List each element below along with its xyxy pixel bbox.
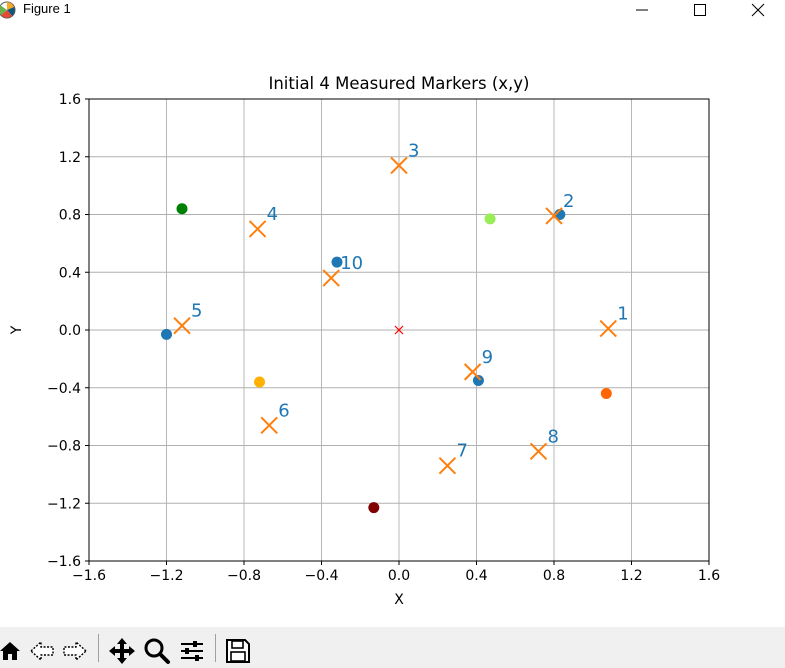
window-title: Figure 1: [23, 1, 71, 16]
marker-x: [173, 316, 191, 335]
marker-label: 8: [548, 426, 559, 447]
marker-x: [529, 442, 548, 460]
toolbar-separator: [98, 634, 99, 662]
x-tick-label: 0.4: [465, 568, 487, 584]
x-axis-label: X: [394, 592, 404, 608]
x-tick-label: −1.2: [150, 568, 184, 584]
marker-x: [463, 363, 482, 381]
marker-label: 7: [456, 441, 467, 462]
measured-dot: [254, 376, 265, 388]
navigation-toolbar: [0, 627, 785, 668]
y-tick-label: 0.8: [59, 208, 81, 224]
x-tick-label: 1.2: [620, 568, 642, 584]
marker-x: [260, 416, 278, 434]
zoom-button[interactable]: [143, 637, 171, 665]
marker-x: [390, 156, 408, 175]
marker-x: [248, 220, 267, 238]
close-icon: [751, 3, 765, 17]
configure-icon: [181, 641, 203, 661]
maximize-button[interactable]: [677, 0, 723, 20]
minimize-icon: [636, 9, 648, 11]
y-tick-label: −1.2: [47, 496, 81, 512]
close-button[interactable]: [735, 0, 781, 20]
marker-label: 6: [278, 400, 289, 421]
marker-label: 1: [617, 304, 628, 325]
forward-icon: [63, 640, 88, 662]
save-icon: [226, 639, 250, 663]
marker-label: 3: [408, 140, 419, 161]
window-titlebar: Figure 1: [0, 0, 785, 27]
x-tick-label: 1.6: [698, 568, 720, 584]
ticks: −1.6 −1.2 −0.8 −0.4 0.0 0.4 0.8 1.2 1.6 1.6 1.2 0.8…: [47, 92, 720, 584]
home-button[interactable]: [0, 637, 24, 665]
x-tick-label: −1.6: [72, 568, 106, 584]
x-tick-label: −0.8: [227, 568, 261, 584]
marker-label: 4: [267, 204, 278, 225]
home-icon: [0, 642, 20, 660]
marker-label: 5: [191, 301, 202, 322]
measured-dot: [600, 388, 612, 400]
markers: 1 2 3 4 5 6 7 8 9 10: [173, 140, 629, 475]
y-tick-label: 1.6: [59, 92, 81, 108]
back-button[interactable]: [28, 637, 56, 665]
origin-marker: [394, 325, 404, 335]
configure-button[interactable]: [178, 637, 206, 665]
measured-dot: [368, 502, 380, 514]
pan-button[interactable]: [108, 637, 136, 665]
marker-label: 10: [340, 253, 363, 274]
measured-dot: [176, 203, 188, 215]
marker-x: [322, 269, 340, 287]
save-button[interactable]: [224, 637, 252, 665]
x-tick-label: 0.8: [543, 568, 565, 584]
pan-icon: [109, 638, 135, 664]
y-tick-label: −1.6: [47, 554, 81, 570]
x-tick-label: 0.0: [388, 568, 410, 584]
x-tick-label: −0.4: [305, 568, 339, 584]
maximize-icon: [694, 4, 706, 16]
marker-label: 9: [482, 347, 493, 368]
marker-x: [599, 319, 617, 338]
measured-dot: [161, 328, 172, 340]
chart-title: Initial 4 Measured Markers (x,y): [268, 74, 529, 93]
back-icon: [29, 640, 54, 662]
marker-label: 2: [563, 191, 574, 212]
toolbar-separator: [215, 634, 216, 662]
matplotlib-logo-icon: [0, 1, 16, 19]
y-axis-label: Y: [9, 325, 25, 335]
y-tick-label: −0.8: [47, 439, 81, 455]
measured-dot: [331, 256, 343, 268]
zoom-icon: [144, 638, 170, 664]
scatter-chart: −1.6 −1.2 −0.8 −0.4 0.0 0.4 0.8 1.2 1.6 1.6 1.2 0.8…: [9, 74, 720, 608]
figure-canvas[interactable]: −1.6 −1.2 −0.8 −0.4 0.0 0.4 0.8 1.2 1.6 1.6 1.2 0.8…: [0, 27, 785, 627]
y-tick-label: 0.0: [59, 323, 81, 339]
minimize-button[interactable]: [619, 0, 665, 20]
forward-button[interactable]: [61, 637, 89, 665]
y-tick-label: −0.4: [47, 381, 81, 397]
measured-dot: [472, 375, 484, 387]
y-tick-label: 1.2: [59, 150, 81, 166]
y-tick-label: 0.4: [59, 265, 81, 281]
measured-dots: [161, 203, 612, 514]
marker-x: [438, 457, 457, 475]
measured-dot: [484, 213, 496, 225]
marker-x: [545, 207, 563, 225]
